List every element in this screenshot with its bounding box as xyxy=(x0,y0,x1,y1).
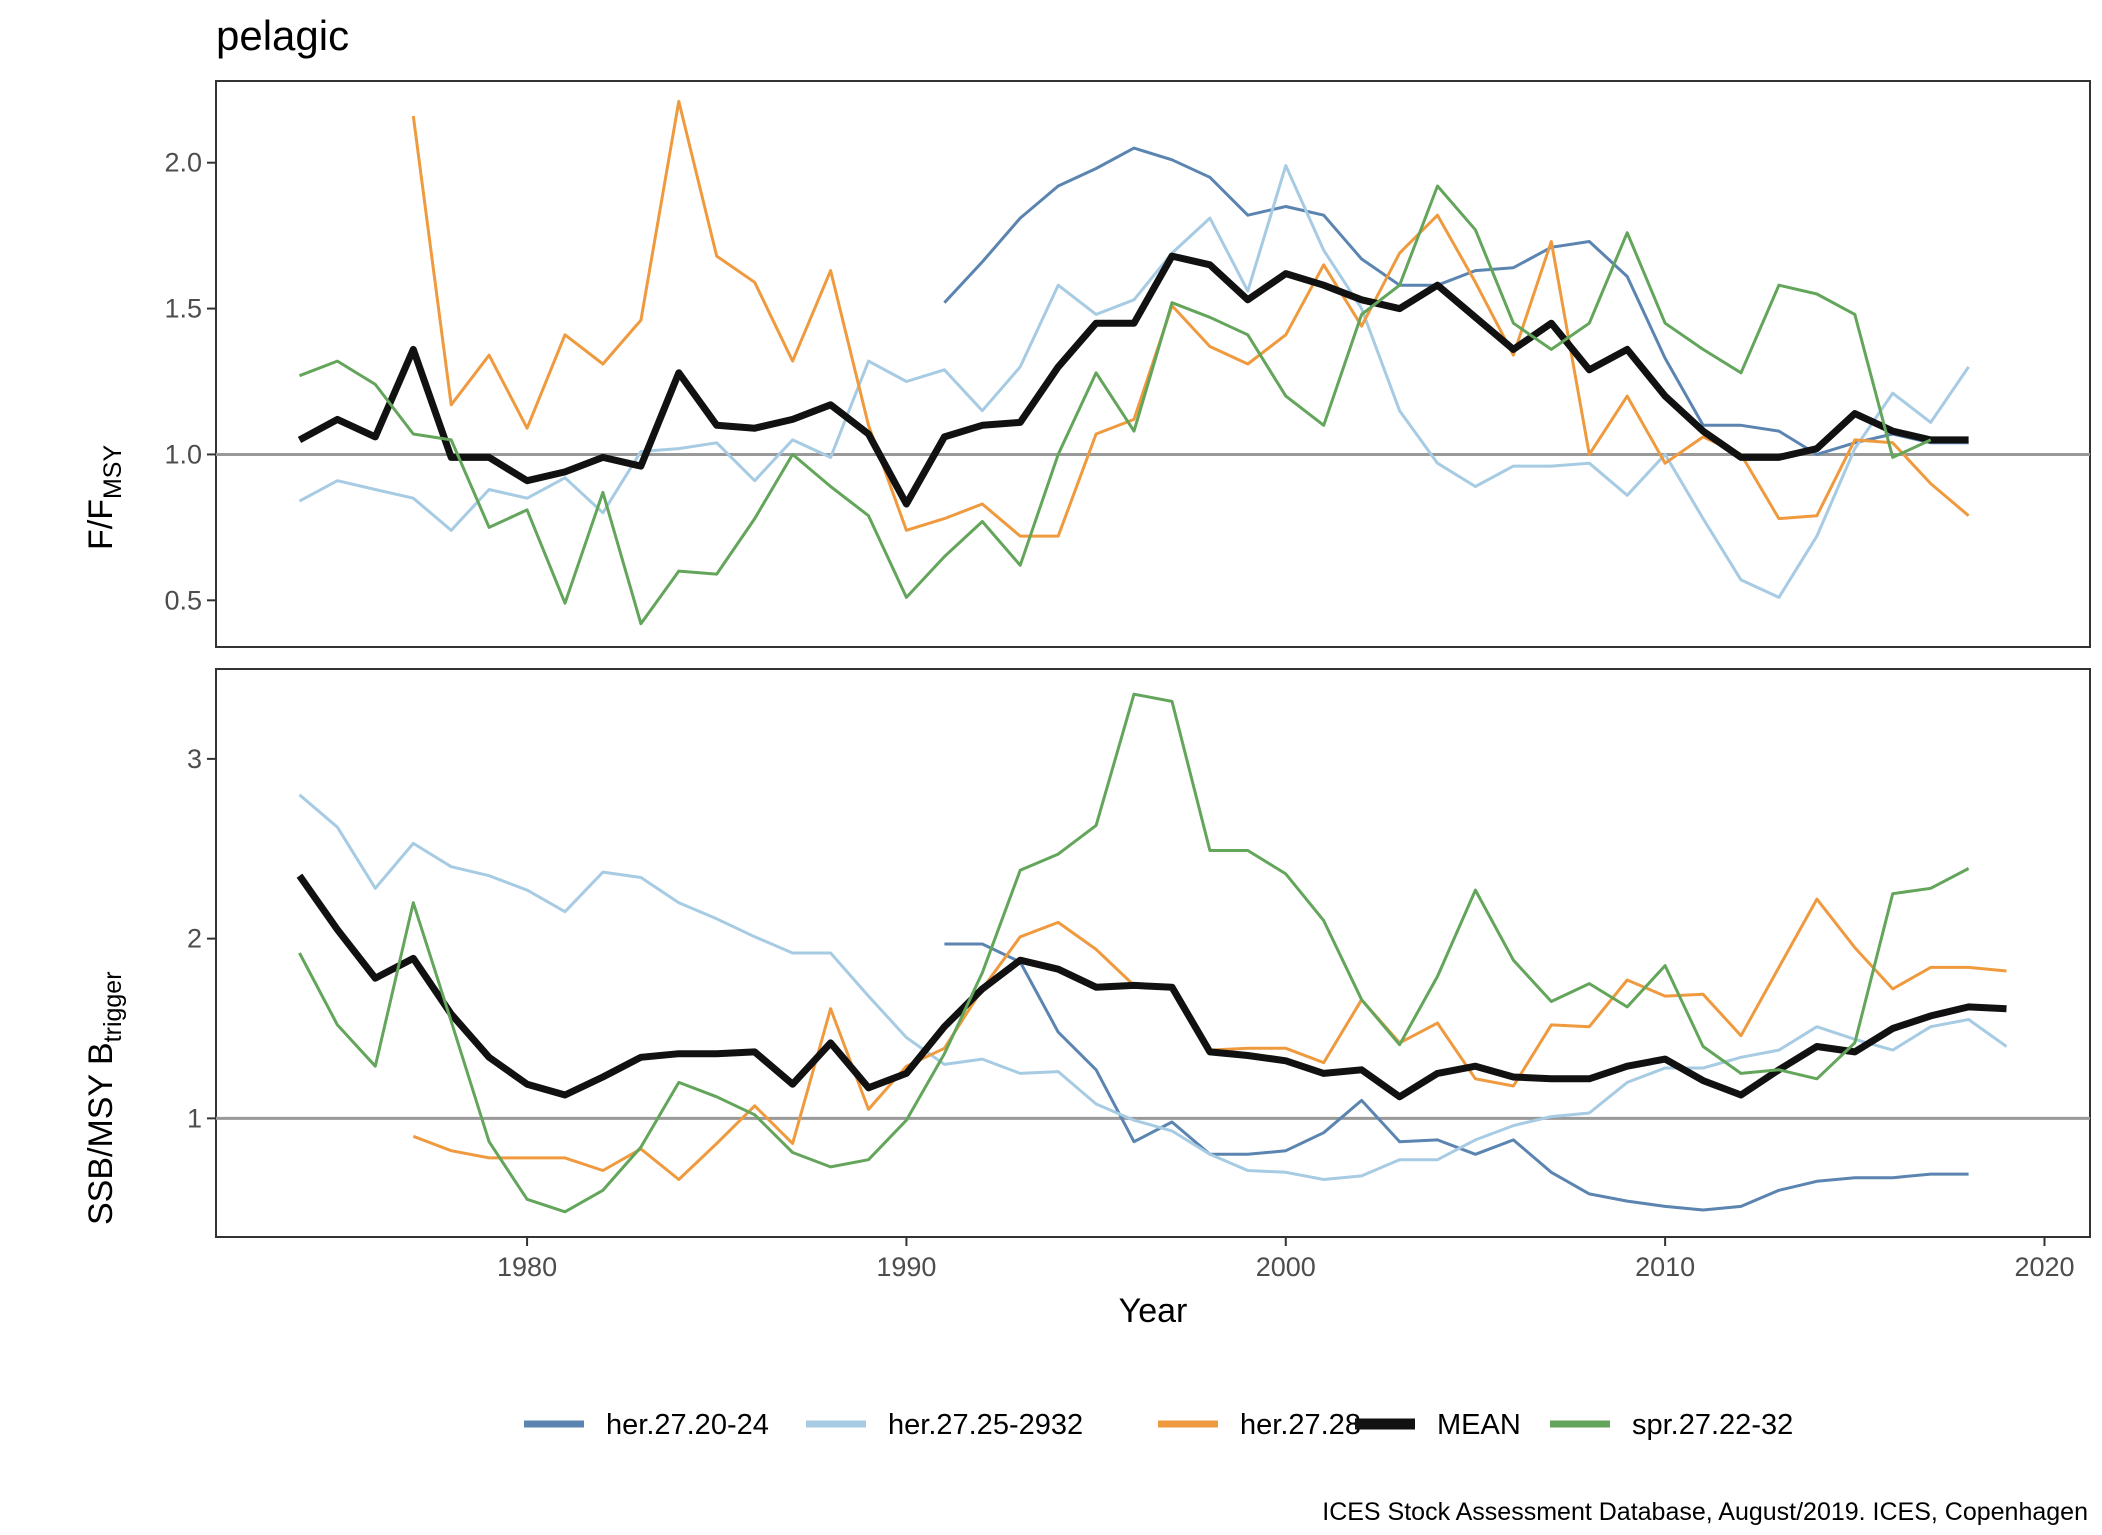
series-lines xyxy=(296,692,2008,1214)
y-tick-label: 3 xyxy=(187,744,202,774)
series-line-her-27-20-24 xyxy=(944,942,1969,1212)
series-line-her-27-28 xyxy=(411,99,1970,538)
x-axis: 1980 1990 2000 2010 2020 xyxy=(497,1237,2075,1282)
x-tick-label: 1980 xyxy=(497,1252,557,1282)
y-axis-ticks: 1 2 3 xyxy=(187,744,216,1133)
y-tick-label: 1 xyxy=(187,1103,202,1133)
series-line-spr-27-22-32 xyxy=(298,692,1970,1214)
series-lines xyxy=(297,99,1970,626)
x-tick-label: 2000 xyxy=(1256,1252,1316,1282)
y-tick-label: 1.0 xyxy=(164,439,202,469)
x-tick-label: 1990 xyxy=(876,1252,936,1282)
y-axis-label-main: SSB/MSY B xyxy=(82,1042,120,1225)
panel-f-over-fmsy: 0.5 1.0 1.5 2.0 F/FMSY xyxy=(82,80,2091,648)
x-axis-label: Year xyxy=(1119,1292,1188,1330)
legend-label-her-27-28: her.27.28 xyxy=(1240,1409,1361,1441)
series-line-her-27-25-2932 xyxy=(298,793,2008,1181)
y-tick-label: 1.5 xyxy=(164,294,202,324)
chart-title: pelagic xyxy=(216,12,349,59)
series-line-mean xyxy=(297,252,1969,508)
y-axis-label-subscript: MSY xyxy=(99,445,127,500)
legend-label-her-27-25-2932: her.27.25-2932 xyxy=(888,1409,1083,1441)
y-tick-label: 0.5 xyxy=(164,585,202,615)
y-axis-label-main: F/F xyxy=(82,499,120,550)
series-line-spr-27-22-32 xyxy=(298,184,1932,626)
panel-frame xyxy=(215,668,2091,1238)
y-axis-label-f: F/FMSY xyxy=(82,445,127,550)
y-axis-ticks: 0.5 1.0 1.5 2.0 xyxy=(164,148,216,615)
y-axis-label-subscript: trigger xyxy=(99,971,127,1042)
source-caption: ICES Stock Assessment Database, August/2… xyxy=(1322,1498,2088,1526)
series-line-mean xyxy=(296,873,2007,1101)
legend-label-mean: MEAN xyxy=(1437,1409,1521,1441)
series-line-her-27-25-2932 xyxy=(298,164,1970,599)
legend-label-her-27-20-24: her.27.20-24 xyxy=(606,1409,769,1441)
y-tick-label: 2.0 xyxy=(164,148,202,178)
y-axis-label-ssb: SSB/MSY Btrigger xyxy=(82,971,127,1225)
legend: her.27.20-24 her.27.25-2932 her.27.28 MEAN s… xyxy=(524,1409,1793,1441)
panel-ssb-over-msy-btrigger: 1 2 3 SSB/MSY Btrigger xyxy=(82,668,2091,1238)
x-tick-label: 2010 xyxy=(1635,1252,1695,1282)
legend-label-spr-27-22-32: spr.27.22-32 xyxy=(1632,1409,1793,1441)
series-line-her-27-20-24 xyxy=(943,146,1969,456)
y-tick-label: 2 xyxy=(187,924,202,954)
x-tick-label: 2020 xyxy=(2014,1252,2074,1282)
